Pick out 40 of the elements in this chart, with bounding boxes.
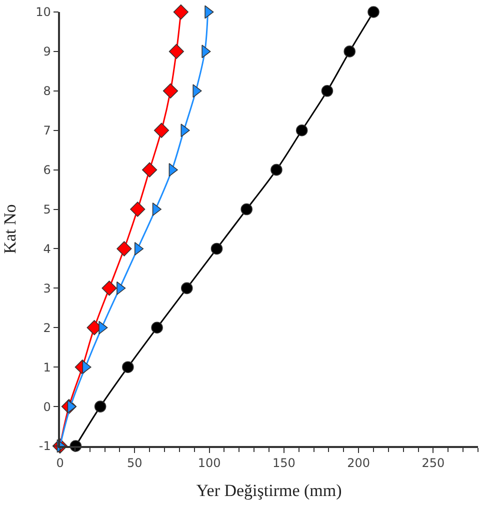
x-tick-label: 200: [347, 456, 370, 470]
point: [130, 202, 146, 217]
y-tick-label: 7: [43, 124, 51, 138]
point: [116, 241, 132, 256]
point: [154, 122, 170, 138]
point: [321, 85, 334, 97]
y-tick-label: 9: [43, 44, 51, 59]
y-tick-label: 2: [43, 320, 51, 335]
y-tick-label: -1: [38, 439, 51, 454]
x-tick-label: 0: [56, 456, 64, 470]
y-tick-label: 3: [43, 281, 51, 296]
point: [134, 242, 144, 256]
point: [162, 83, 178, 98]
x-tick-label: 50: [127, 456, 142, 470]
point: [151, 322, 163, 334]
point: [94, 400, 106, 412]
y-tick-label: 6: [43, 163, 51, 178]
point: [102, 280, 117, 296]
x-tick-label: 250: [422, 456, 445, 470]
y-tick-label: 4: [43, 242, 51, 256]
point: [168, 44, 184, 59]
point: [210, 242, 223, 255]
point: [180, 282, 193, 294]
y-tick-label: 8: [43, 84, 51, 98]
y-tick-label: 1: [43, 360, 51, 374]
x-tick-label: 150: [272, 456, 296, 470]
y-tick-label: 0: [43, 400, 51, 414]
point: [368, 6, 380, 18]
point: [122, 361, 134, 373]
y-tick-label: 10: [36, 5, 51, 20]
point: [240, 203, 253, 216]
point: [142, 162, 158, 178]
point: [173, 4, 188, 20]
point: [270, 164, 282, 176]
x-tick-label: 100: [198, 456, 221, 470]
point: [344, 46, 356, 58]
point: [296, 124, 308, 136]
y-axis-title: Kat No: [0, 204, 20, 254]
y-tick-label: 5: [43, 202, 51, 216]
x-axis-title: Yer Değiştirme (mm): [196, 481, 342, 500]
